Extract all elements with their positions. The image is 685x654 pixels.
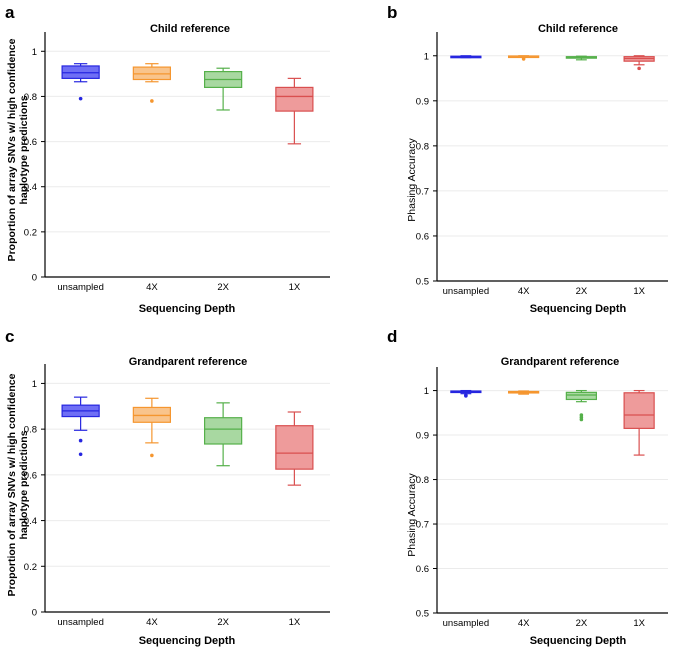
box-iqr [204,417,243,445]
outlier-point [150,99,154,103]
y-tick-label: 0 [32,608,37,619]
box-unsampled [61,396,100,457]
outlier-point [579,417,584,422]
box-1X [623,55,655,71]
x-tick-label-2X: 2X [576,286,588,297]
y-tick-label: 0.6 [416,564,429,575]
box-2X [204,402,243,467]
x-tick-label-2X: 2X [217,617,229,628]
outlier-point [464,394,468,398]
y-axis-label: haplotype predictions [18,430,30,539]
y-tick-label: 0 [32,273,37,284]
box-4X [508,390,540,395]
x-tick-label-4X: 4X [518,286,530,297]
x-tick-label-1X: 1X [633,286,645,297]
outlier-point [150,453,154,458]
box-1X [275,411,314,486]
outlier-point [78,96,83,101]
x-tick-label-1X: 1X [289,617,301,628]
x-axis-label: Sequencing Depth [139,635,236,647]
y-tick-label: 0.6 [416,231,429,242]
box-unsampled [450,389,482,398]
outlier-point [78,438,83,443]
panel-letter: c [5,327,14,346]
x-axis-label: Sequencing Depth [530,635,627,647]
chart-title: Grandparent reference [501,356,620,368]
box-iqr [275,425,314,470]
chart-panel-b: b Child reference 0.5 0.6 0.7 0.8 0.9 1 unsample… [387,3,668,315]
y-tick-label: 1 [424,386,429,397]
chart-panel-d: d Grandparent reference 0.5 0.6 0.7 0.8 0.9 1 un… [387,327,668,647]
y-tick-label: 0.8 [24,425,37,436]
y-tick-label: 0.6 [24,470,37,481]
box-iqr [623,392,655,429]
chart-title: Child reference [150,23,230,35]
chart-title: Grandparent reference [129,356,248,368]
y-tick-label: 0.4 [24,516,37,527]
x-axis-label: Sequencing Depth [139,303,236,315]
x-tick-label-1X: 1X [289,282,301,293]
y-axis-label: haplotype predictions [18,95,30,204]
y-tick-label: 0.7 [416,520,429,531]
chart-title: Child reference [538,23,618,35]
y-tick-label: 0.6 [24,137,37,148]
y-tick-label: 0.2 [24,562,37,573]
y-tick-label: 1 [424,51,429,62]
x-tick-label-4X: 4X [146,617,158,628]
panel-letter: d [387,327,397,346]
box-4X [132,63,172,103]
chart-panel-c: c Grandparent reference 0 0.2 0.4 0.6 0.8 1 unsa… [5,327,330,647]
x-tick-label-4X: 4X [146,282,158,293]
panel-letter: a [5,3,15,22]
outlier-point [637,66,641,71]
y-tick-label: 0.8 [416,475,429,486]
x-tick-label-unsampled: unsampled [57,282,103,293]
x-tick-label-2X: 2X [217,282,229,293]
box-2X [204,67,243,111]
x-axis-label: Sequencing Depth [530,303,627,315]
outlier-point [521,57,526,61]
y-axis-label: Proportion of array SNVs w/ high confide… [6,38,18,261]
outlier-point [78,452,83,457]
box-4X [508,55,540,61]
y-tick-label: 0.9 [416,431,429,442]
box-unsampled [61,63,100,101]
y-axis-label: Proportion of array SNVs w/ high confide… [6,373,18,596]
x-tick-label-unsampled: unsampled [57,617,103,628]
x-tick-label-1X: 1X [633,618,645,629]
x-tick-label-unsampled: unsampled [443,286,489,297]
chart-panel-a: a Child reference 0 0.2 0.4 0.6 0.8 1 unsampled 4… [5,3,330,315]
box-2X [565,389,597,422]
y-tick-label: 0.2 [24,227,37,238]
y-tick-label: 0.8 [416,141,429,152]
box-1X [623,389,655,456]
box-4X [132,397,172,458]
box-2X [565,55,597,61]
y-tick-label: 0.9 [416,96,429,107]
box-unsampled [450,55,482,59]
y-tick-label: 0.4 [24,182,37,193]
box-1X [275,77,314,145]
y-axis-label: Phasing Accuracy [406,138,418,222]
x-tick-label-2X: 2X [576,618,588,629]
y-tick-label: 0.7 [416,186,429,197]
y-tick-label: 0.5 [416,277,429,288]
box-iqr [275,86,314,112]
x-tick-label-4X: 4X [518,618,530,629]
panel-letter: b [387,3,397,22]
y-tick-label: 1 [32,379,37,390]
x-tick-label-unsampled: unsampled [443,618,489,629]
y-tick-label: 0.8 [24,92,37,103]
y-tick-label: 1 [32,47,37,58]
box-iqr [565,391,597,401]
y-tick-label: 0.5 [416,609,429,620]
y-axis-label: Phasing Accuracy [406,473,418,557]
